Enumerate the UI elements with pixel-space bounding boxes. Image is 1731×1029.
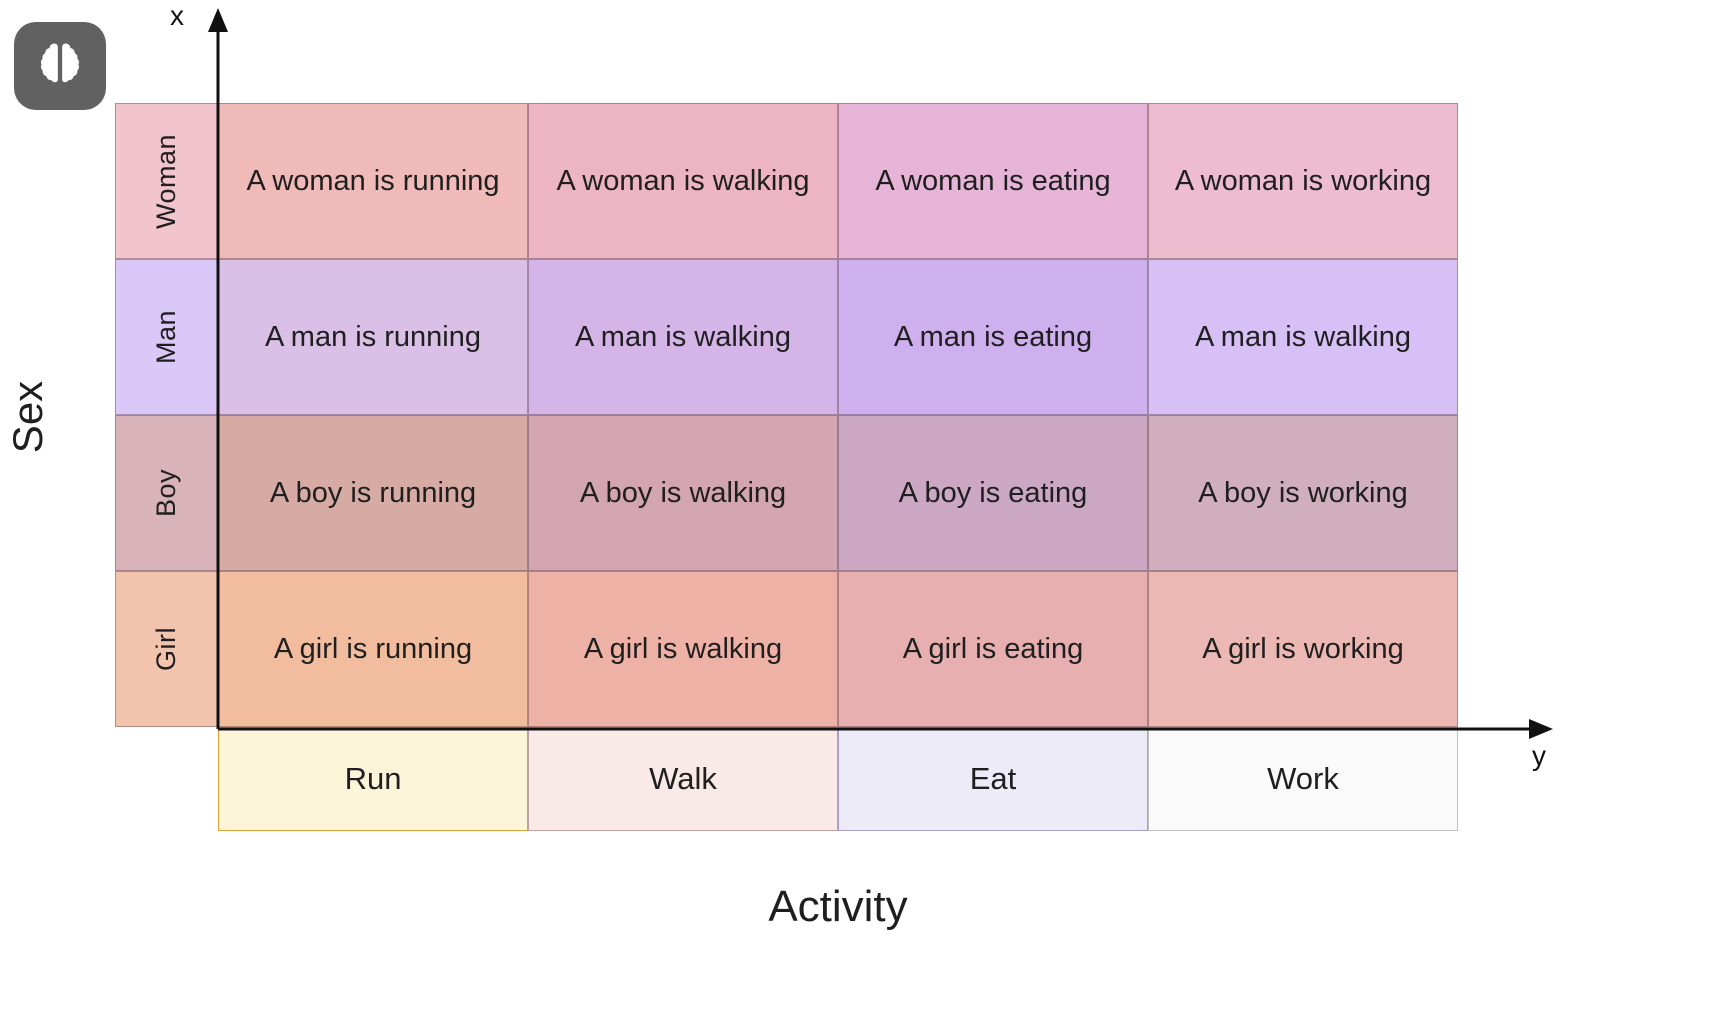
cell-girl-eat: A girl is eating bbox=[838, 571, 1148, 727]
col-header-run: Run bbox=[218, 727, 528, 831]
row-axis-title: Sex bbox=[4, 380, 52, 454]
row-header-girl: Girl bbox=[115, 571, 218, 727]
cell-girl-run: A girl is running bbox=[218, 571, 528, 727]
cell-boy-run: A boy is running bbox=[218, 415, 528, 571]
row-header-boy: Boy bbox=[115, 415, 218, 571]
cell-boy-walk: A boy is walking bbox=[528, 415, 838, 571]
col-axis-title: Activity bbox=[768, 882, 908, 931]
cell-woman-work: A woman is working bbox=[1148, 103, 1458, 259]
cell-man-walk: A man is walking bbox=[528, 259, 838, 415]
x-axis-label: x bbox=[170, 0, 184, 31]
y-axis-label: y bbox=[1532, 740, 1546, 771]
corner-spacer bbox=[115, 727, 218, 831]
cell-boy-eat: A boy is eating bbox=[838, 415, 1148, 571]
cell-girl-work: A girl is working bbox=[1148, 571, 1458, 727]
row-header-woman: Woman bbox=[115, 103, 218, 259]
col-header-eat: Eat bbox=[838, 727, 1148, 831]
cell-man-work: A man is walking bbox=[1148, 259, 1458, 415]
cell-man-eat: A man is eating bbox=[838, 259, 1148, 415]
row-header-man: Man bbox=[115, 259, 218, 415]
brain-badge bbox=[14, 22, 106, 110]
brain-icon bbox=[34, 38, 86, 95]
cell-girl-walk: A girl is walking bbox=[528, 571, 838, 727]
col-header-walk: Walk bbox=[528, 727, 838, 831]
col-header-work: Work bbox=[1148, 727, 1458, 831]
cell-boy-work: A boy is working bbox=[1148, 415, 1458, 571]
cell-woman-walk: A woman is walking bbox=[528, 103, 838, 259]
cell-woman-run: A woman is running bbox=[218, 103, 528, 259]
cell-man-run: A man is running bbox=[218, 259, 528, 415]
cell-woman-eat: A woman is eating bbox=[838, 103, 1148, 259]
matrix-grid: Woman A woman is running A woman is walk… bbox=[115, 103, 1458, 831]
